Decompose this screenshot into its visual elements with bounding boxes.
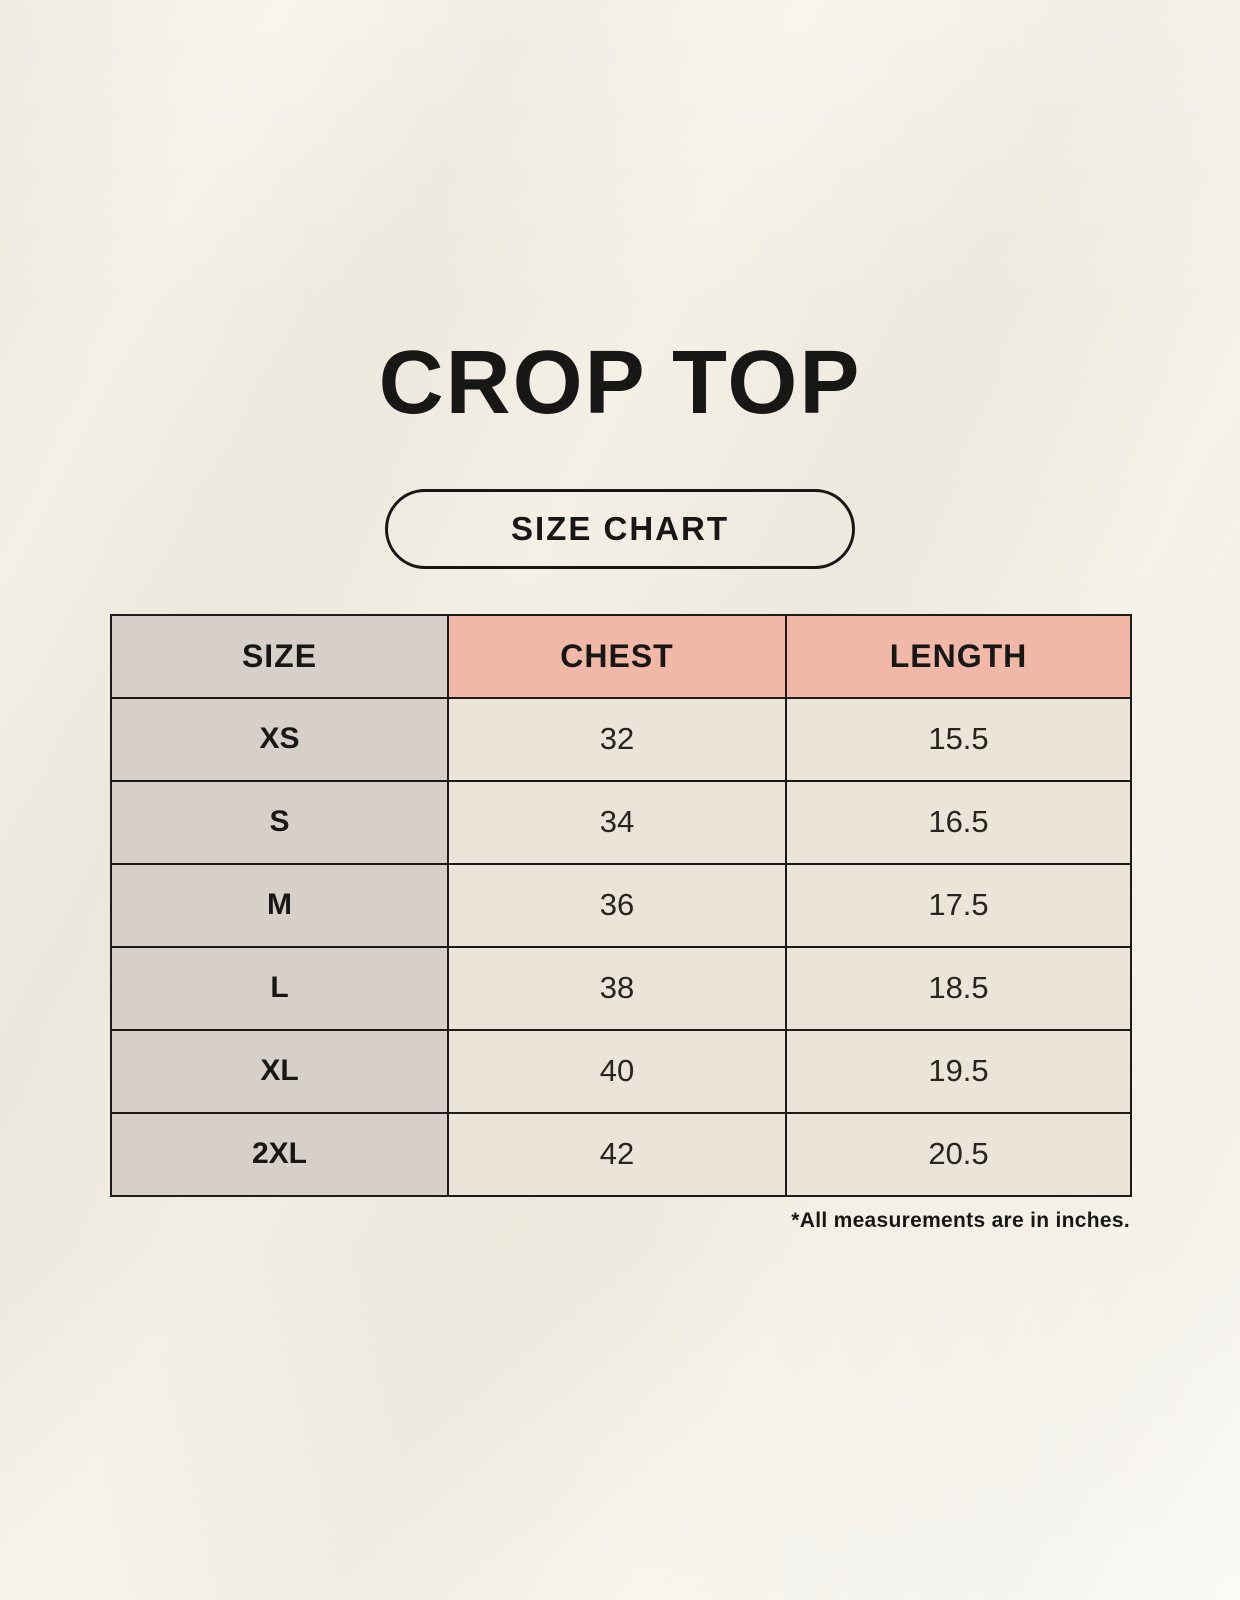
size-label-m: M <box>110 862 449 948</box>
chest-value-l: 38 <box>447 945 787 1031</box>
table-row: XS 32 15.5 <box>110 696 1132 782</box>
column-header-length: LENGTH <box>785 613 1132 699</box>
chest-value-xs: 32 <box>447 696 787 782</box>
length-value-l: 18.5 <box>785 945 1132 1031</box>
length-value-s: 16.5 <box>785 779 1132 865</box>
size-chart-table-container: SIZE CHEST LENGTH XS 32 15.5 S 34 16.5 M <box>110 613 1132 1197</box>
size-label-xl: XL <box>110 1028 449 1114</box>
size-chart-badge: SIZE CHART <box>385 488 855 569</box>
table-row: L 38 18.5 <box>110 945 1132 1031</box>
size-label-l: L <box>110 945 449 1031</box>
table-row: M 36 17.5 <box>110 862 1132 948</box>
size-chart-page: CROP TOP SIZE CHART SIZE CHEST LENGTH XS… <box>110 333 1132 1232</box>
length-value-xs: 15.5 <box>785 696 1132 782</box>
size-chart-badge-label: SIZE CHART <box>511 509 729 547</box>
chest-value-s: 34 <box>447 779 787 865</box>
size-label-xs: XS <box>110 696 449 782</box>
page-title: CROP TOP <box>378 333 862 433</box>
measurements-note: *All measurements are in inches. <box>791 1208 1130 1232</box>
size-label-s: S <box>110 779 449 865</box>
column-header-size: SIZE <box>110 613 449 699</box>
column-header-chest: CHEST <box>447 613 787 699</box>
table-row: XL 40 19.5 <box>110 1028 1132 1114</box>
chest-value-2xl: 42 <box>447 1111 787 1197</box>
table-header-row: SIZE CHEST LENGTH <box>110 613 1132 699</box>
size-chart-table: SIZE CHEST LENGTH XS 32 15.5 S 34 16.5 M <box>110 613 1132 1197</box>
length-value-m: 17.5 <box>785 862 1132 948</box>
chest-value-xl: 40 <box>447 1028 787 1114</box>
length-value-xl: 19.5 <box>785 1028 1132 1114</box>
chest-value-m: 36 <box>447 862 787 948</box>
length-value-2xl: 20.5 <box>785 1111 1132 1197</box>
table-row: S 34 16.5 <box>110 779 1132 865</box>
table-row: 2XL 42 20.5 <box>110 1111 1132 1197</box>
size-label-2xl: 2XL <box>110 1111 449 1197</box>
